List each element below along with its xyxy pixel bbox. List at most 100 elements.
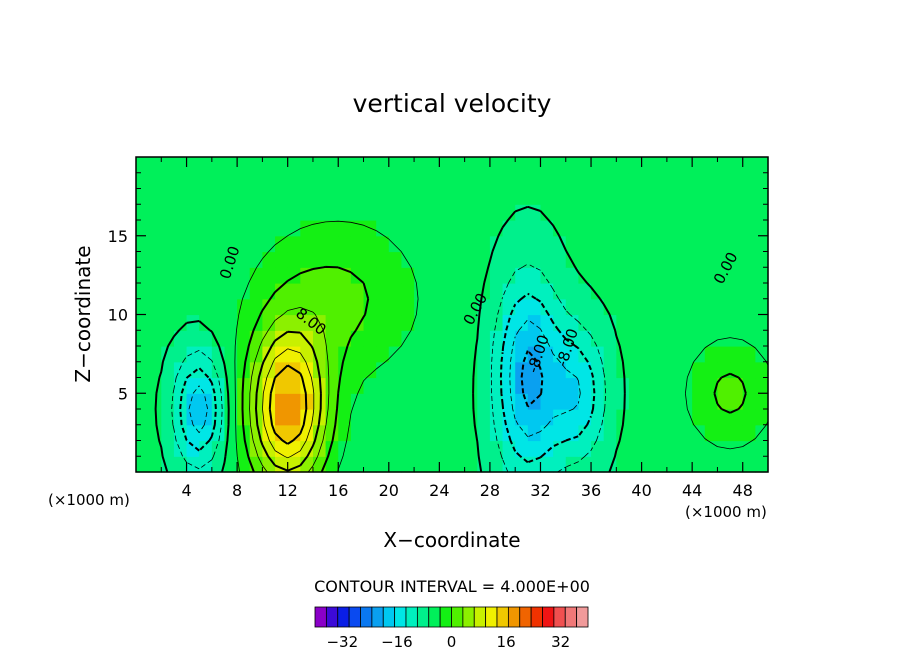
heatmap-cell: [414, 172, 428, 190]
heatmap-cell: [161, 267, 175, 284]
heatmap-cell: [654, 267, 668, 284]
contour-line: [255, 330, 322, 472]
heatmap-cell: [603, 361, 617, 379]
heatmap-cell: [616, 456, 630, 473]
heatmap-cell: [439, 346, 453, 363]
heatmap-cell: [401, 235, 415, 253]
heatmap-cell: [452, 298, 466, 316]
heatmap-cell: [401, 172, 415, 190]
heatmap-cell: [603, 440, 617, 457]
heatmap-cell: [755, 409, 769, 426]
heatmap-cell: [717, 377, 731, 394]
heatmap-cell: [616, 440, 630, 457]
heatmap-cell: [363, 235, 377, 253]
heatmap-cell: [489, 298, 504, 316]
heatmap-cell: [742, 283, 756, 300]
heatmap-cell: [224, 346, 238, 363]
heatmap-cell: [211, 361, 226, 379]
heatmap-cell: [363, 440, 377, 457]
heatmap-cell: [553, 188, 567, 205]
heatmap-cell: [414, 330, 428, 347]
heatmap-cell: [287, 298, 301, 316]
heatmap-cell: [502, 235, 516, 253]
heatmap-cell: [603, 157, 617, 174]
heatmap-cell: [388, 361, 403, 379]
heatmap-cell: [312, 157, 327, 174]
heatmap-cell: [477, 440, 491, 457]
colorbar-swatch: [360, 606, 373, 628]
heatmap-cell: [628, 361, 643, 379]
heatmap-cell: [401, 361, 415, 379]
heatmap-cell: [464, 393, 478, 410]
heatmap-cell: [553, 267, 567, 284]
heatmap-cell: [515, 330, 529, 347]
colorbar-swatch: [428, 606, 441, 628]
heatmap-cell: [553, 283, 567, 300]
heatmap-cell: [325, 346, 339, 363]
heatmap-cell: [136, 440, 150, 457]
heatmap-cell: [641, 409, 655, 426]
heatmap-cell: [628, 393, 643, 410]
heatmap-cell: [591, 346, 605, 363]
heatmap-cell: [553, 298, 567, 316]
heatmap-cell: [591, 267, 605, 284]
colorbar: −32 −16 0 16 32: [314, 606, 589, 651]
heatmap-cell: [540, 157, 554, 174]
heatmap-cell: [287, 235, 301, 253]
heatmap-cell: [628, 204, 643, 221]
heatmap-cell: [275, 283, 289, 300]
colorbar-swatch: [394, 606, 407, 628]
heatmap-cell: [414, 157, 428, 174]
heatmap-cell: [717, 424, 731, 442]
heatmap-cell: [641, 330, 655, 347]
heatmap-cell: [161, 188, 175, 205]
heatmap-cell: [489, 157, 504, 174]
heatmap-cell: [540, 440, 554, 457]
heatmap-cell: [414, 377, 428, 394]
heatmap-cell: [489, 409, 504, 426]
heatmap-cell: [730, 157, 744, 174]
heatmap-cell: [730, 377, 744, 394]
heatmap-cell: [439, 267, 453, 284]
heatmap-cell: [730, 361, 744, 379]
heatmap-cell: [211, 440, 226, 457]
heatmap-cell: [515, 456, 529, 473]
heatmap-cell: [527, 235, 542, 253]
heatmap-cell: [338, 235, 352, 253]
heatmap-cell: [477, 330, 491, 347]
heatmap-cell: [414, 424, 428, 442]
heatmap-cell: [603, 424, 617, 442]
heatmap-cell: [186, 267, 200, 284]
heatmap-cell: [300, 220, 314, 237]
heatmap-cell: [464, 377, 478, 394]
heatmap-cell: [414, 267, 428, 284]
heatmap-cell: [591, 377, 605, 394]
chart-title: vertical velocity: [353, 89, 552, 118]
heatmap-cell: [666, 361, 681, 379]
heatmap-cell: [603, 393, 617, 410]
heatmap-cell: [376, 267, 390, 284]
heatmap-cell: [426, 440, 440, 457]
heatmap-cell: [515, 377, 529, 394]
heatmap-cell: [287, 409, 301, 426]
heatmap-cell: [376, 157, 390, 174]
heatmap-cell: [249, 440, 263, 457]
heatmap-cell: [439, 172, 453, 190]
contour-line: [188, 319, 581, 438]
heatmap-cell: [616, 267, 630, 284]
heatmap-cell: [540, 204, 554, 221]
heatmap-cell: [161, 235, 175, 253]
heatmap-cell: [186, 220, 200, 237]
heatmap-cell: [300, 235, 314, 253]
heatmap-cell: [325, 267, 339, 284]
heatmap-cell: [742, 188, 756, 205]
heatmap-cell: [350, 188, 365, 205]
heatmap-cell: [338, 409, 352, 426]
heatmap-cell: [161, 251, 175, 268]
heatmap-cell: [287, 330, 301, 347]
heatmap-cell: [161, 361, 175, 379]
heatmap-cell: [591, 456, 605, 473]
heatmap-cell: [199, 377, 213, 394]
heatmap-cell: [312, 298, 327, 316]
